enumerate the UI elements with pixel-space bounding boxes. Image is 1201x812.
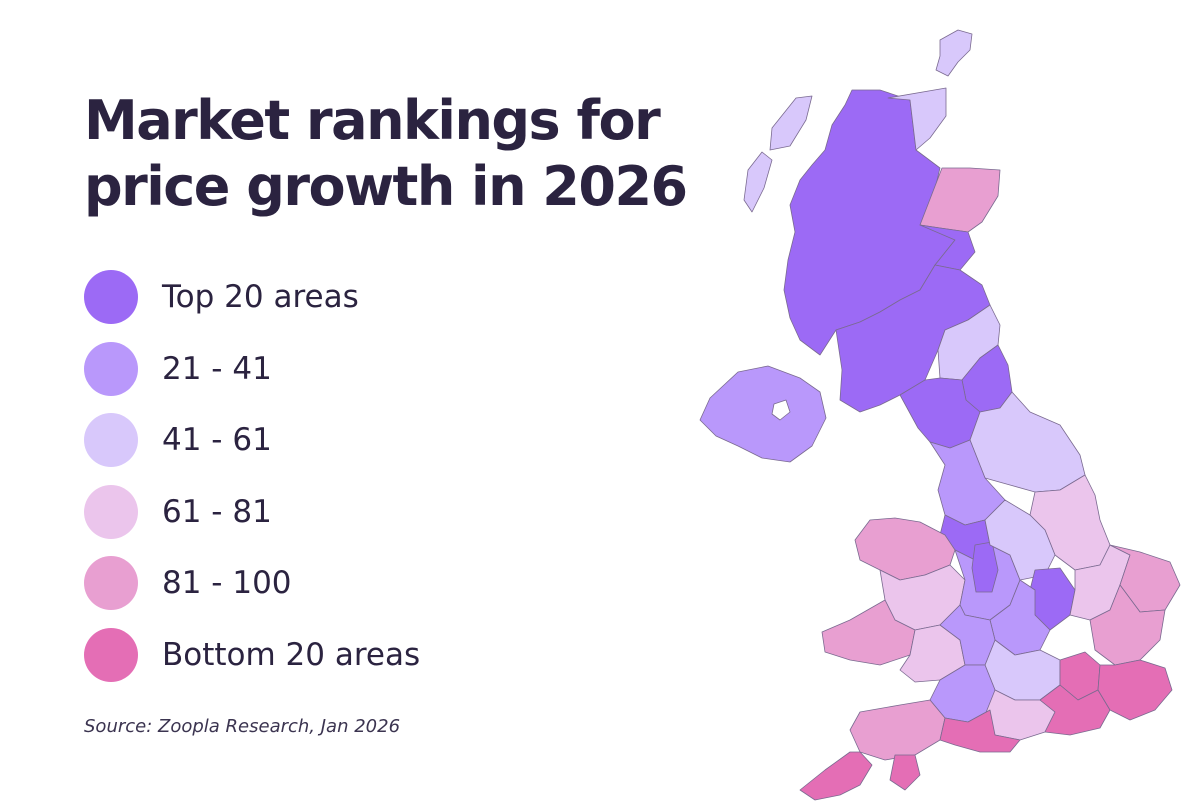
legend-label: Bottom 20 areas bbox=[162, 636, 421, 673]
title-line-1: Market rankings for bbox=[84, 89, 661, 152]
western-isles-south bbox=[743, 151, 773, 213]
legend: Top 20 areas 21 - 41 41 - 61 61 - 81 81 … bbox=[84, 270, 420, 700]
legend-item-61-81: 61 - 81 bbox=[84, 484, 420, 539]
source-note: Source: Zoopla Research, Jan 2026 bbox=[84, 716, 401, 737]
legend-item-21-41: 21 - 41 bbox=[84, 341, 420, 396]
lough-neagh bbox=[771, 399, 791, 421]
region-northern-ireland bbox=[699, 365, 827, 463]
title-line-2: price growth in 2026 bbox=[84, 155, 688, 218]
region-northern-highlands bbox=[887, 87, 947, 151]
legend-item-bottom-20: Bottom 20 areas bbox=[84, 627, 421, 682]
legend-swatch bbox=[84, 270, 138, 324]
uk-map bbox=[699, 29, 1181, 801]
legend-swatch bbox=[84, 341, 138, 396]
region-surrey-sussex bbox=[1039, 684, 1111, 736]
legend-swatch bbox=[84, 556, 138, 611]
page-title: Market rankings for price growth in 2026 bbox=[84, 88, 704, 220]
region-dorset-coast bbox=[939, 709, 1021, 753]
region-north-west-scotland bbox=[783, 89, 956, 356]
region-east-scotland bbox=[919, 224, 976, 271]
region-gloucestershire bbox=[939, 604, 996, 666]
region-devon bbox=[849, 699, 946, 761]
legend-label: 21 - 41 bbox=[162, 350, 272, 387]
legend-label: Top 20 areas bbox=[162, 279, 359, 315]
legend-label: 61 - 81 bbox=[162, 493, 272, 530]
legend-label: 81 - 100 bbox=[162, 565, 292, 602]
legend-item-81-100: 81 - 100 bbox=[84, 556, 420, 611]
region-east-midlands bbox=[984, 499, 1056, 581]
western-isles-north bbox=[769, 95, 813, 151]
shetland-islands bbox=[935, 29, 973, 77]
region-south-devon bbox=[889, 754, 921, 791]
legend-item-top-20: Top 20 areas bbox=[84, 270, 420, 324]
legend-label: 41 - 61 bbox=[162, 422, 272, 459]
legend-item-41-61: 41 - 61 bbox=[84, 413, 420, 468]
legend-swatch bbox=[84, 484, 138, 539]
region-cornwall bbox=[799, 751, 873, 801]
legend-swatch bbox=[84, 413, 138, 468]
region-kent bbox=[1097, 659, 1173, 721]
legend-swatch bbox=[84, 627, 138, 682]
region-suffolk-essex bbox=[1089, 584, 1166, 666]
